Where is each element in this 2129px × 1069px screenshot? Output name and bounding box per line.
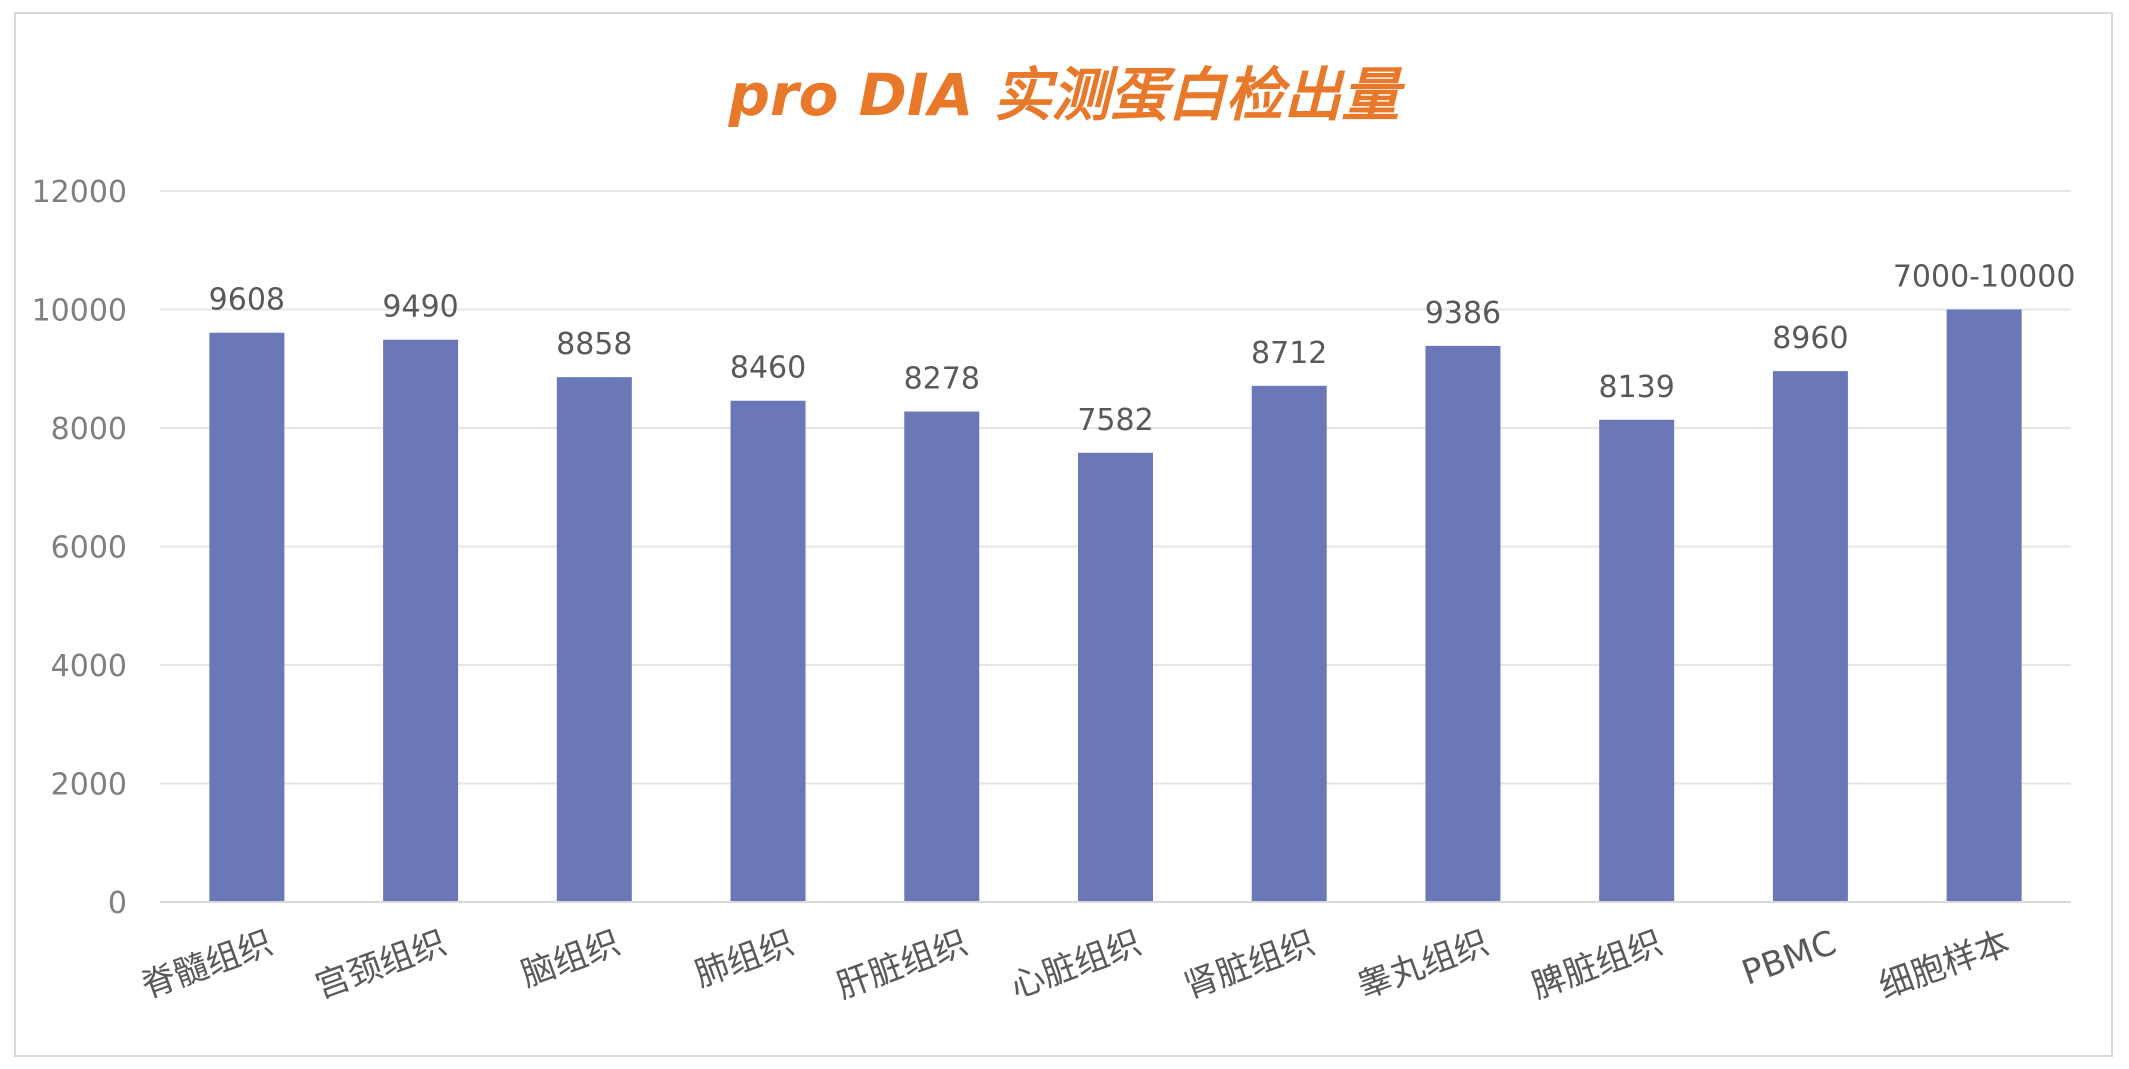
data-label: 8278 (904, 362, 980, 397)
category-label: PBMC (1737, 923, 1842, 994)
x-axis-categories: 脊髓组织 宫颈组织 脑组织 肺组织 肝脏组织 心脏组织 肾脏组织 睾丸组织 脾脏组织 PBMC 细胞… (136, 923, 2015, 1007)
bar (1078, 452, 1153, 902)
bar (904, 411, 980, 902)
category-label: 肺组织 (690, 923, 800, 995)
bars (209, 309, 2022, 903)
y-tick-label: 2000 (51, 768, 127, 803)
y-tick-label: 8000 (51, 412, 127, 447)
y-tick-label: 6000 (51, 531, 127, 566)
bar (1946, 309, 2022, 902)
data-label: 7000-10000 (1893, 260, 2076, 295)
bar (383, 339, 459, 902)
data-labels: 9608 9490 8858 8460 8278 7582 8712 9386 8139 8960… (209, 260, 2076, 438)
y-tick-label: 4000 (51, 649, 127, 684)
category-label: 肝脏组织 (831, 923, 972, 1007)
category-label: 细胞样本 (1874, 923, 2015, 1007)
data-label: 8712 (1251, 336, 1327, 371)
data-label: 8139 (1599, 370, 1675, 405)
chart-frame (14, 12, 2113, 1057)
data-label: 9490 (382, 290, 458, 325)
bar (1599, 419, 1675, 902)
data-label: 9386 (1425, 296, 1501, 331)
category-label: 心脏组织 (1005, 923, 1146, 1007)
y-tick-label: 0 (108, 886, 127, 921)
category-label: 脊髓组织 (136, 923, 277, 1007)
category-label: 脾脏组织 (1526, 923, 1667, 1007)
gridlines (160, 190, 2071, 785)
chart-title: pro DIA 实测蛋白检出量 (728, 61, 1406, 129)
category-label: 肾脏组织 (1179, 923, 1320, 1007)
bar (1251, 385, 1327, 903)
category-label: 宫颈组织 (310, 923, 451, 1007)
y-tick-label: 10000 (32, 294, 127, 329)
category-label: 脑组织 (516, 923, 626, 995)
bar (730, 400, 806, 902)
y-axis-ticks: 0 2000 4000 6000 8000 10000 12000 (32, 175, 127, 921)
data-label: 8460 (730, 351, 806, 386)
bar (556, 377, 632, 902)
data-label: 8858 (556, 327, 632, 362)
data-label: 9608 (209, 283, 285, 318)
bar (209, 332, 285, 902)
data-label: 7582 (1077, 403, 1153, 438)
category-label: 睾丸组织 (1353, 923, 1494, 1007)
bar (1425, 345, 1501, 902)
bar (1772, 371, 1848, 902)
y-tick-label: 12000 (32, 175, 127, 210)
data-label: 8960 (1772, 321, 1848, 356)
